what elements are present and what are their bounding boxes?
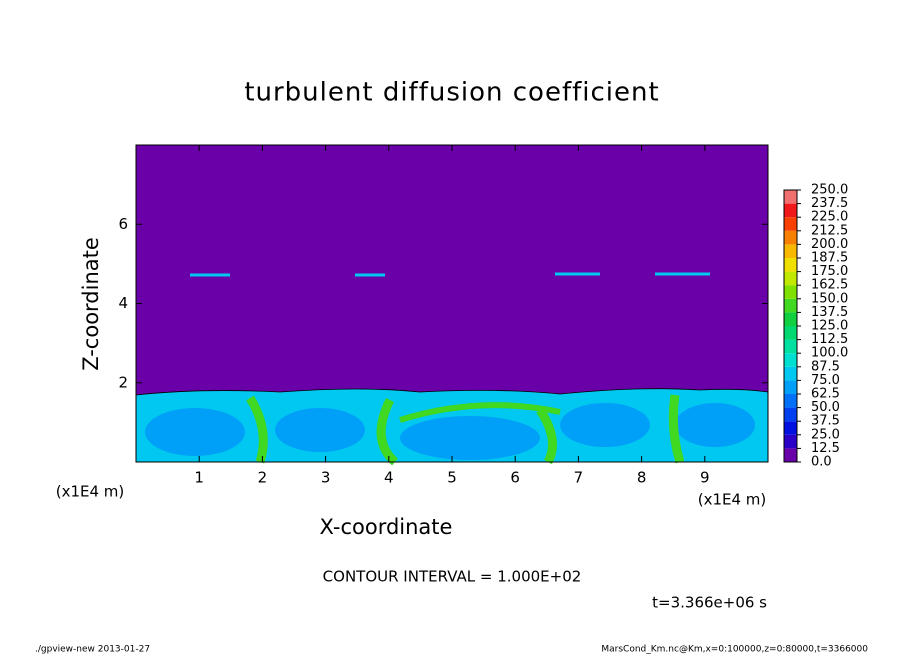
colorbar-label: 112.5 — [811, 332, 848, 347]
colorbar-label: 187.5 — [811, 251, 848, 266]
colorbar-label: 62.5 — [811, 387, 840, 402]
colorbar-swatch — [784, 326, 797, 340]
x-tick-label: 7 — [574, 469, 584, 487]
colorbar-swatch — [784, 353, 797, 367]
colorbar-label: 137.5 — [811, 305, 848, 320]
y-tick-label: 4 — [118, 294, 128, 312]
field — [135, 144, 769, 466]
colorbar-label: 75.0 — [811, 373, 840, 388]
colorbar-label: 0.0 — [811, 455, 832, 470]
colorbar-label: 212.5 — [811, 223, 848, 238]
colorbar-label: 100.0 — [811, 346, 848, 361]
colorbar-swatch — [784, 434, 797, 449]
colorbar-swatch — [784, 298, 797, 313]
colorbar-swatch — [784, 190, 797, 204]
colorbar-swatch — [784, 203, 797, 218]
y-tick-label: 2 — [118, 373, 128, 391]
colorbar-label: 175.0 — [811, 264, 848, 279]
x-tick-label: 3 — [321, 469, 331, 487]
colorbar-swatch — [784, 285, 797, 299]
colorbar-swatch — [784, 448, 797, 462]
x-tick-label: 6 — [510, 469, 520, 487]
colorbar-label: 87.5 — [811, 359, 840, 374]
x-tick-label: 4 — [384, 469, 394, 487]
x-tick-label: 9 — [700, 469, 710, 487]
colorbar-swatch — [784, 380, 797, 394]
x-tick-label: 1 — [194, 469, 204, 487]
chart-title: turbulent diffusion coefficient — [244, 78, 659, 108]
colorbar-label: 237.5 — [811, 196, 848, 211]
footer-left: ./gpview-new 2013-01-27 — [35, 645, 150, 654]
colorbar-label: 50.0 — [811, 400, 840, 415]
colorbar-label: 200.0 — [811, 237, 848, 252]
colorbar-swatch — [784, 217, 797, 231]
colorbar-label: 162.5 — [811, 278, 848, 293]
colorbar-label: 150.0 — [811, 291, 848, 306]
colorbar-swatch — [784, 339, 797, 354]
colorbar-label: 125.0 — [811, 319, 848, 334]
x-tick-label: 2 — [258, 469, 268, 487]
colorbar-swatch — [784, 394, 797, 408]
x-tick-label: 8 — [637, 469, 647, 487]
colorbar-swatch — [784, 421, 797, 435]
y-axis-label: Z-coordinate — [79, 237, 103, 371]
x-axis-label: X-coordinate — [320, 515, 453, 539]
time-label: t=3.366e+06 s — [652, 594, 767, 612]
colorbar-label: 12.5 — [811, 441, 840, 456]
colorbar-swatch — [784, 271, 797, 286]
colorbar-label: 225.0 — [811, 210, 848, 225]
x-unit-left: (x1E4 m) — [56, 483, 125, 501]
colorbar-swatch — [784, 244, 797, 258]
x-unit-right: (x1E4 m) — [698, 491, 767, 509]
colorbar-label: 25.0 — [811, 427, 840, 442]
footer-right: MarsCond_Km.nc@Km,x=0:100000,z=0:80000,t… — [601, 645, 868, 654]
contour-interval: CONTOUR INTERVAL = 1.000E+02 — [323, 568, 582, 586]
colorbar-swatch — [784, 312, 797, 326]
colorbar-swatch — [784, 258, 797, 272]
colorbar-label: 37.5 — [811, 414, 840, 429]
colorbar-swatch — [784, 366, 797, 381]
colorbar-label: 250.0 — [811, 183, 848, 198]
colorbar-swatch — [784, 407, 797, 422]
y-tick-label: 6 — [118, 215, 128, 233]
colorbar-swatch — [784, 230, 797, 245]
x-tick-label: 5 — [447, 469, 457, 487]
